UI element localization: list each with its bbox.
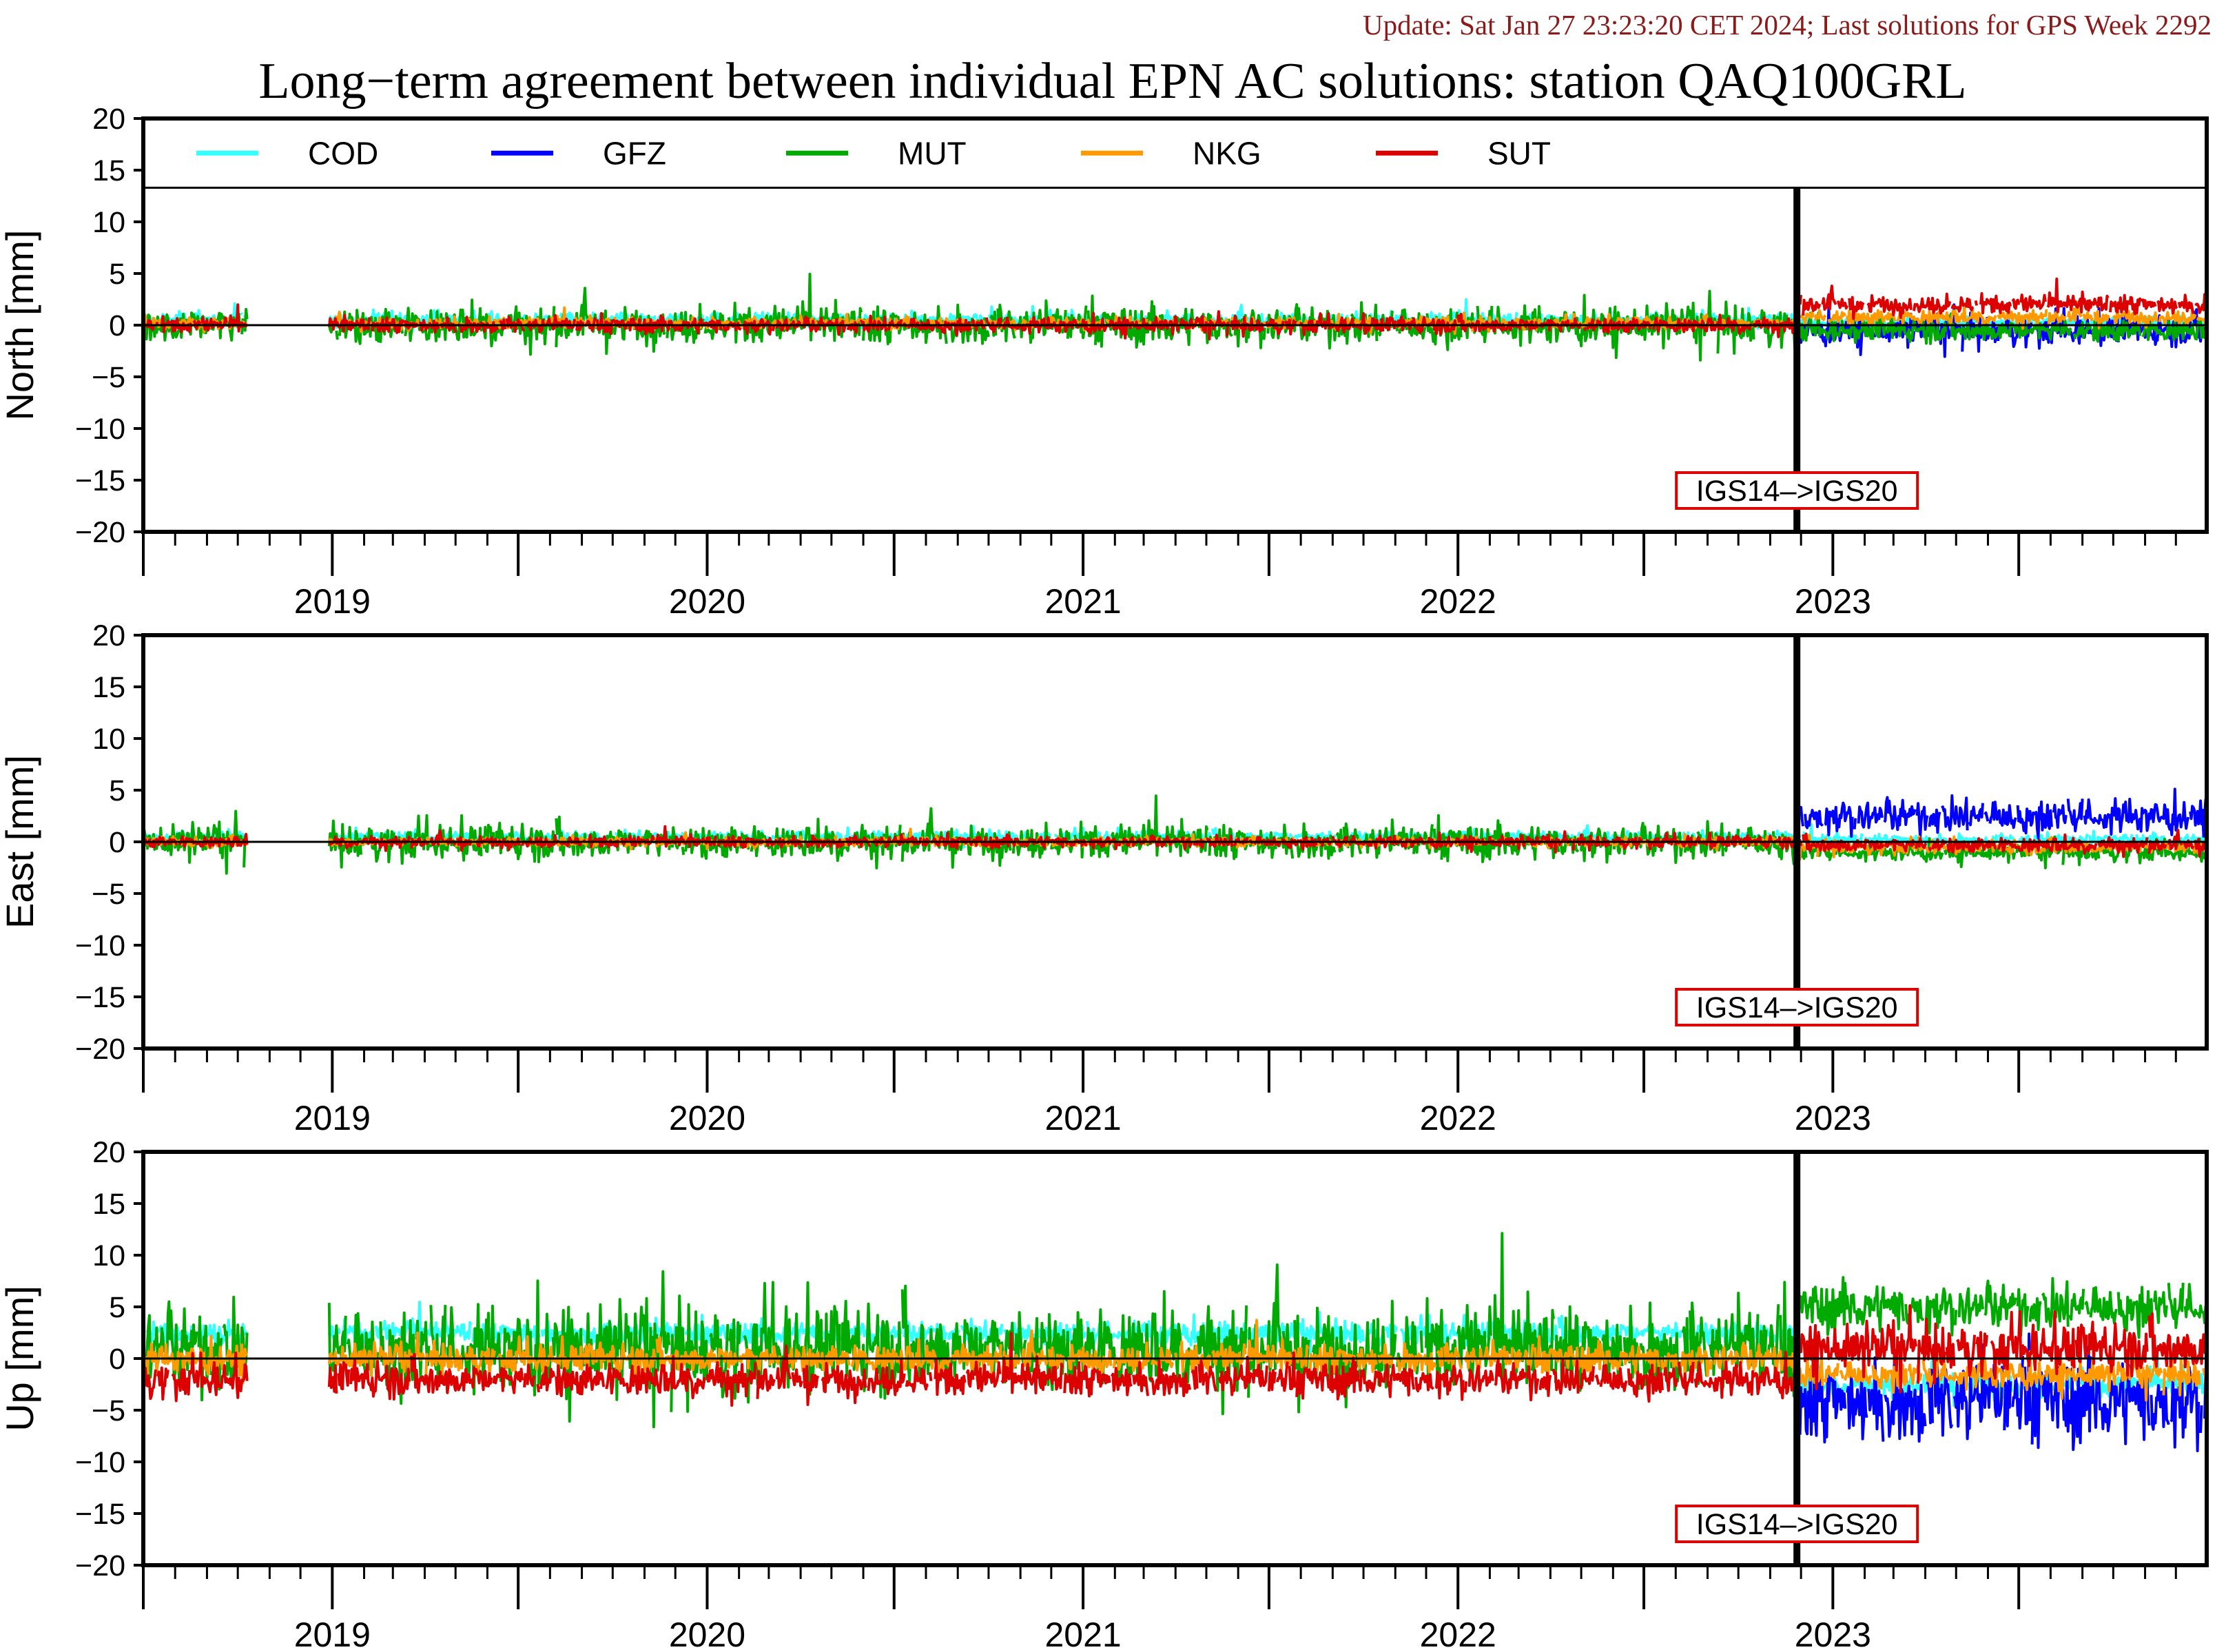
y-axis-title: North [mm]: [0, 230, 41, 421]
y-tick-label: 5: [109, 258, 125, 291]
legend: COD GFZ MUT NKG SUT: [196, 135, 1551, 171]
y-tick-label: 0: [109, 1343, 125, 1376]
event-label-box: [1675, 1505, 1919, 1543]
x-year-label: 2021: [1044, 1615, 1121, 1652]
x-year-label: 2020: [669, 1615, 745, 1652]
y-axis-title: Up [mm]: [0, 1286, 41, 1432]
x-year-label: 2019: [294, 582, 371, 621]
legend-label-gfz: GFZ: [603, 135, 666, 171]
legend-label-cod: COD: [308, 135, 378, 171]
y-axis-title: East [mm]: [0, 755, 41, 929]
y-tick-label: 10: [92, 723, 125, 756]
y-tick-label: 15: [92, 154, 125, 187]
x-year-label: 2023: [1795, 1099, 1871, 1137]
x-year-label: 2019: [294, 1615, 371, 1652]
y-tick-label: 15: [92, 1188, 125, 1221]
event-label: IGS14–>IGS20: [1696, 475, 1898, 508]
y-tick-label: 20: [92, 619, 125, 652]
x-year-label: 2022: [1420, 1099, 1496, 1137]
y-tick-label: −20: [75, 1549, 125, 1582]
panel-up: IGS14–>IGS20 20 15 10 5 0 −5 −10 −15 −20 Up [mm] 20…: [0, 1136, 2209, 1652]
y-tick-label: 5: [109, 1291, 125, 1324]
y-tick-label: −5: [92, 361, 125, 394]
y-tick-label: −15: [75, 464, 125, 497]
series-group: [143, 272, 2207, 362]
x-year-label: 2023: [1795, 582, 1871, 621]
x-year-label: 2022: [1420, 582, 1496, 621]
y-tick-label: −15: [75, 981, 125, 1014]
x-year-label: 2020: [669, 582, 745, 621]
y-tick-label: −15: [75, 1498, 125, 1531]
x-year-label: 2020: [669, 1099, 745, 1137]
y-tick-label: 20: [92, 103, 125, 136]
x-year-label: 2021: [1044, 1099, 1121, 1137]
y-tick-label: 20: [92, 1136, 125, 1169]
update-text: Update: Sat Jan 27 23:23:20 CET 2024; La…: [1363, 9, 2212, 41]
panels: IGS14–>IGS20 COD GFZ MUT NKG SUT 20 15 10 5 0 −5 −10…: [0, 103, 2209, 1652]
y-tick-label: 0: [109, 826, 125, 859]
event-label: IGS14–>IGS20: [1696, 1508, 1898, 1541]
y-tick-label: −10: [75, 1446, 125, 1479]
y-tick-label: −10: [75, 413, 125, 446]
legend-label-nkg: NKG: [1193, 135, 1261, 171]
x-year-label: 2021: [1044, 582, 1121, 621]
y-tick-label: 0: [109, 309, 125, 342]
y-tick-label: −10: [75, 929, 125, 962]
y-tick-label: 5: [109, 774, 125, 807]
y-tick-label: −5: [92, 878, 125, 911]
x-year-label: 2023: [1795, 1615, 1871, 1652]
panel-east: IGS14–>IGS20 20 15 10 5 0 −5 −10 −15 −20 East [mm]…: [0, 619, 2209, 1137]
event-label-box: [1675, 988, 1919, 1026]
y-tick-label: 15: [92, 671, 125, 704]
chart-title: Long−term agreement between individual E…: [258, 53, 1966, 110]
series-line-sut: [143, 1304, 2207, 1407]
legend-label-mut: MUT: [898, 135, 967, 171]
x-year-label: 2022: [1420, 1615, 1496, 1652]
x-year-label: 2019: [294, 1099, 371, 1137]
y-tick-label: −5: [92, 1394, 125, 1427]
panel-north: IGS14–>IGS20 COD GFZ MUT NKG SUT 20 15 10 5 0 −5 −10…: [0, 103, 2209, 621]
y-tick-label: 10: [92, 1239, 125, 1272]
series-group: [143, 1232, 2207, 1452]
event-label-box: [1675, 471, 1919, 510]
series-group: [143, 787, 2207, 875]
event-label: IGS14–>IGS20: [1696, 991, 1898, 1024]
legend-label-sut: SUT: [1487, 135, 1551, 171]
y-tick-label: −20: [75, 1033, 125, 1066]
y-tick-label: 10: [92, 206, 125, 239]
y-tick-label: −20: [75, 516, 125, 549]
legend-background: [143, 118, 2207, 188]
